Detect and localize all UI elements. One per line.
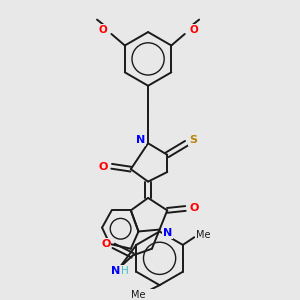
Text: N: N [111,266,120,276]
Text: S: S [189,135,197,146]
Text: O: O [101,239,111,249]
Text: O: O [98,162,108,172]
Text: Me: Me [196,230,210,240]
Text: N: N [163,228,172,239]
Text: O: O [189,203,199,214]
Text: Me: Me [131,290,146,300]
Text: H: H [121,266,129,276]
Text: O: O [98,25,107,35]
Text: N: N [136,135,145,146]
Text: O: O [189,25,198,35]
